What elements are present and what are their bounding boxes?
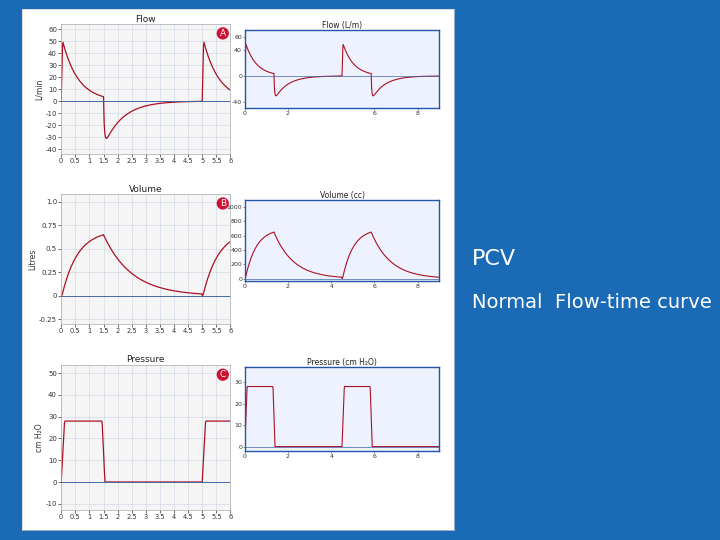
Title: Volume (cc): Volume (cc) <box>320 191 364 200</box>
Title: Pressure (cm H₂O): Pressure (cm H₂O) <box>307 358 377 367</box>
Title: Pressure: Pressure <box>127 355 165 364</box>
Title: Volume: Volume <box>129 185 163 194</box>
Text: PCV: PCV <box>472 249 516 269</box>
Y-axis label: Litres: Litres <box>29 248 37 270</box>
Y-axis label: cm H₂O: cm H₂O <box>35 423 44 452</box>
Title: Flow: Flow <box>135 15 156 24</box>
Y-axis label: L/min: L/min <box>35 78 44 100</box>
Text: B: B <box>220 199 226 208</box>
Title: Flow (L/m): Flow (L/m) <box>322 21 362 30</box>
Text: C: C <box>220 370 226 379</box>
Text: A: A <box>220 29 226 38</box>
Text: Normal  Flow-time curve: Normal Flow-time curve <box>472 293 711 312</box>
